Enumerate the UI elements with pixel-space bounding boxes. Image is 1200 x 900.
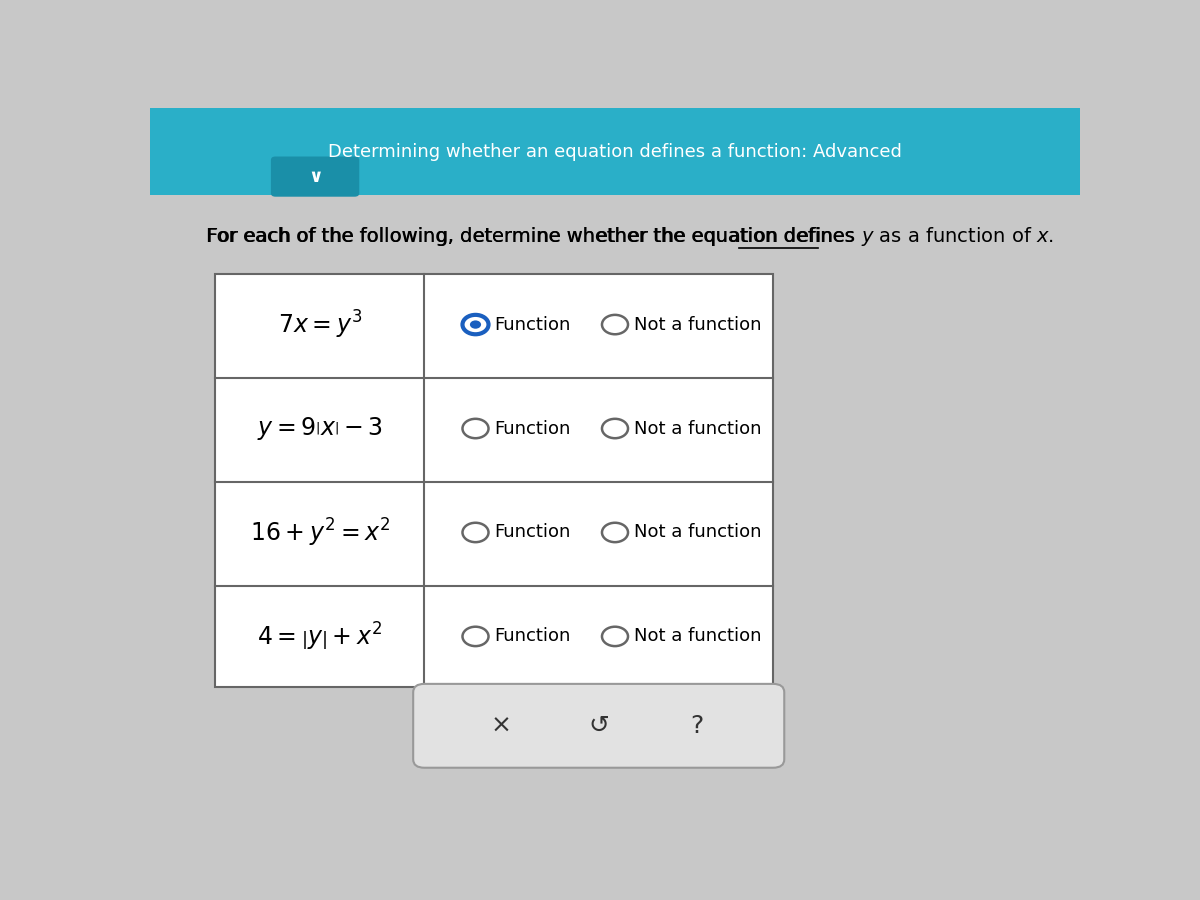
Circle shape: [470, 320, 481, 328]
Text: Function: Function: [494, 419, 570, 437]
Circle shape: [602, 315, 628, 334]
Text: Not a function: Not a function: [634, 316, 761, 334]
Text: $y = 9\left|x\right| - 3$: $y = 9\left|x\right| - 3$: [257, 415, 383, 442]
FancyBboxPatch shape: [215, 274, 773, 687]
Text: Determining whether an equation defines a function: Advanced: Determining whether an equation defines …: [328, 143, 902, 161]
Text: ↺: ↺: [588, 714, 610, 738]
Circle shape: [602, 523, 628, 542]
Circle shape: [462, 418, 488, 438]
Circle shape: [462, 626, 488, 646]
Text: ?: ?: [690, 714, 703, 738]
Text: ∨: ∨: [308, 167, 323, 185]
Text: Function: Function: [494, 316, 570, 334]
Text: Not a function: Not a function: [634, 419, 761, 437]
Text: Function: Function: [494, 524, 570, 542]
Circle shape: [602, 626, 628, 646]
Text: $4 = \left|y\right| + x^2$: $4 = \left|y\right| + x^2$: [257, 620, 383, 652]
Text: $16 + y^2 = x^2$: $16 + y^2 = x^2$: [250, 517, 390, 549]
FancyBboxPatch shape: [150, 108, 1080, 194]
Circle shape: [602, 418, 628, 438]
Text: For each of the following, determine whether the equation defines $y$ as a funct: For each of the following, determine whe…: [206, 225, 1054, 248]
Text: Not a function: Not a function: [634, 627, 761, 645]
Text: For each of the following, determine whether the equation defines $y$ as a funct: For each of the following, determine whe…: [206, 225, 1054, 248]
Circle shape: [462, 523, 488, 542]
Text: For each of the following, determine whether the equation defines: For each of the following, determine whe…: [206, 227, 860, 246]
Text: $7x = y^3$: $7x = y^3$: [277, 309, 362, 341]
FancyBboxPatch shape: [413, 684, 785, 768]
Text: Function: Function: [494, 627, 570, 645]
Text: ×: ×: [491, 714, 511, 738]
FancyBboxPatch shape: [271, 157, 359, 197]
Text: Not a function: Not a function: [634, 524, 761, 542]
Circle shape: [462, 315, 488, 334]
